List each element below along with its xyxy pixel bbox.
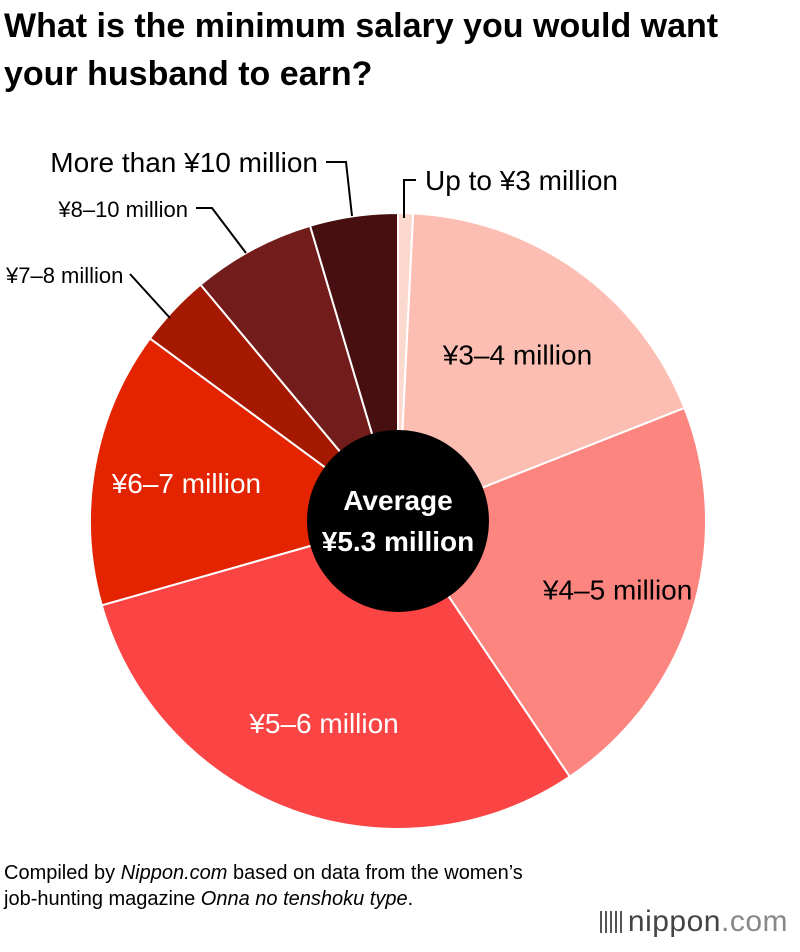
source-publisher: Nippon.com — [120, 862, 228, 884]
source-suffix: . — [407, 888, 414, 910]
nippon-logo: nippon.com — [599, 905, 788, 939]
slice-label-3-4-million: ¥3–4 million — [442, 339, 592, 370]
chart-title: What is the minimum salary you would wan… — [4, 7, 719, 93]
logo-domain: .com — [720, 905, 788, 938]
callout-label-8-10-million: ¥8–10 million — [57, 197, 188, 222]
source-middle: based on data from the women’s job-hunti… — [4, 862, 523, 910]
source-prefix: Compiled by — [4, 862, 121, 884]
callout-line-more-than-10-million — [326, 161, 353, 217]
callout-label-more-than-10-million: More than ¥10 million — [50, 147, 318, 178]
center-label-line1: Average — [343, 485, 452, 516]
logo-brand: nippon — [627, 905, 721, 938]
callout-label-up-to-3-million: Up to ¥3 million — [425, 165, 618, 196]
source-magazine: Onna no tenshoku type — [200, 888, 408, 910]
source-note: Compiled by Nippon.com based on data fro… — [4, 860, 544, 912]
callout-label-7-8-million: ¥7–8 million — [5, 263, 123, 288]
slice-label-5-6-million: ¥5–6 million — [248, 708, 398, 739]
pie-slice-5-6-million — [100, 519, 572, 830]
callout-line-7-8-million — [129, 273, 171, 319]
logo-bars-icon — [599, 911, 622, 933]
pie-slice-3-4-million — [396, 212, 686, 523]
callout-line-8-10-million — [196, 207, 247, 254]
slice-label-6-7-million: ¥6–7 million — [111, 468, 261, 499]
slice-label-4-5-million: ¥4–5 million — [542, 574, 692, 605]
center-circle — [307, 430, 489, 612]
callout-line-up-to-3-million — [403, 179, 416, 218]
center-label-line2: ¥5.3 million — [322, 526, 475, 557]
